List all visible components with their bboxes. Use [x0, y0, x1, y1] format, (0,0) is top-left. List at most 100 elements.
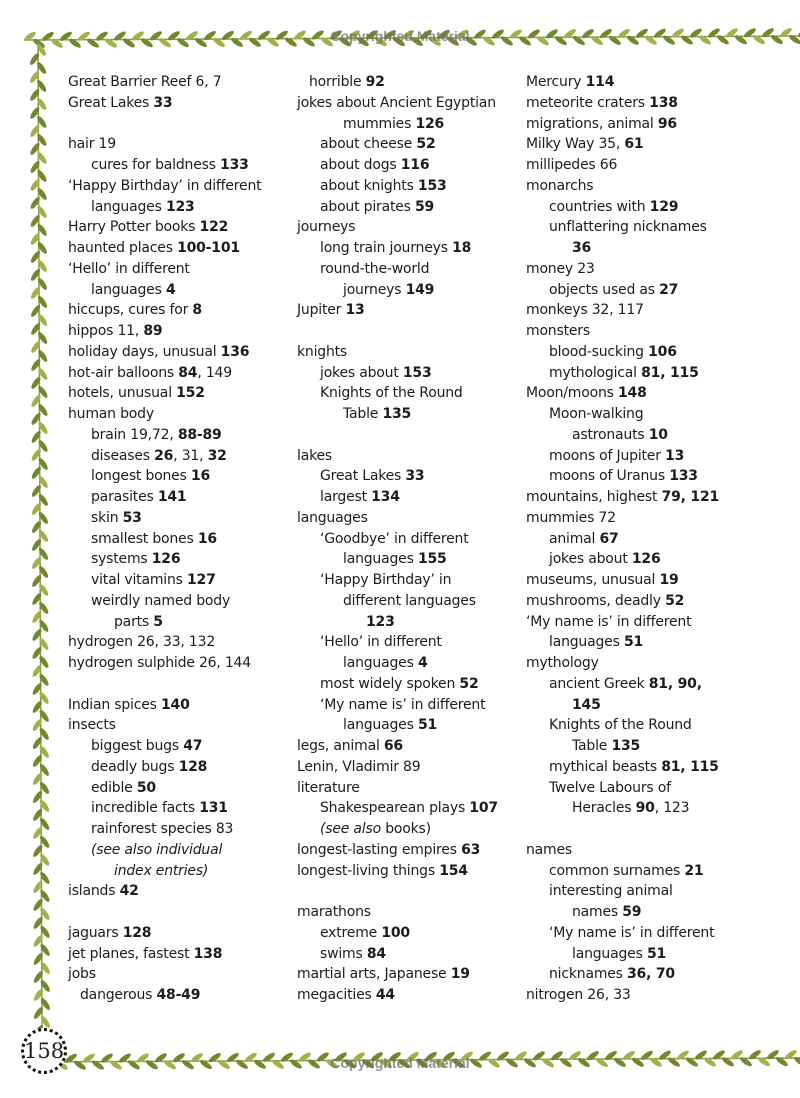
page-ref-bold: 47 — [183, 738, 203, 754]
page-ref-bold: 141 — [157, 489, 187, 505]
leaf-icon — [37, 259, 47, 272]
entry-text: largest — [320, 489, 372, 505]
leaf-icon — [39, 799, 50, 812]
entry-text: names — [526, 841, 572, 858]
index-entry: languages 4 — [297, 653, 527, 674]
entry-text: Heracles — [572, 800, 636, 817]
page-ref-bold: 149 — [405, 281, 435, 298]
leaf-icon — [31, 322, 41, 335]
leaf-icon — [239, 30, 252, 40]
leaf-icon — [40, 817, 50, 830]
index-entry: countries with 129 — [526, 197, 756, 218]
leaf-icon — [595, 1057, 608, 1067]
leaf-icon — [38, 385, 48, 398]
page-ref-bold: 81, 115 — [661, 758, 719, 775]
entry-text: animal — [549, 530, 600, 547]
leaf-icon — [113, 31, 126, 41]
page-ref-bold: 133 — [220, 157, 249, 173]
leaf-icon — [415, 1058, 428, 1068]
leaf-icon — [442, 1051, 455, 1061]
leaf-icon — [460, 1051, 473, 1061]
entry-text: moons of Jupiter — [549, 447, 666, 464]
leaf-icon — [347, 30, 360, 40]
leaf-icon — [33, 790, 43, 803]
entry-text: hair 19 — [68, 136, 116, 153]
page-ref-bold: 138 — [649, 94, 678, 111]
index-entry: longest-lasting empires 63 — [297, 840, 527, 861]
index-entry: meteorite craters 138 — [526, 93, 756, 114]
entry-text: longest-living things — [297, 862, 440, 879]
index-entry: Knights of the Round — [526, 715, 756, 736]
page-ref-bold: 128 — [122, 924, 152, 941]
leaf-icon — [32, 664, 42, 677]
leaf-icon — [541, 1058, 554, 1068]
index-entry: (see also individual — [68, 840, 298, 861]
leaf-icon — [640, 1050, 653, 1060]
index-entry: marathons — [297, 902, 527, 923]
index-entry: skin 53 — [68, 508, 298, 529]
entry-text: parts — [114, 613, 154, 630]
page-ref-bold: 148 — [618, 385, 647, 402]
leaf-icon — [33, 880, 43, 893]
leaf-icon — [761, 28, 774, 38]
entry-text: holiday days, unusual — [68, 343, 221, 360]
entry-text: languages — [297, 509, 368, 526]
leaf-icon — [271, 1059, 284, 1069]
leaf-icon — [284, 37, 297, 47]
leaf-icon — [446, 36, 459, 46]
leaf-icon — [39, 745, 49, 758]
leaf-icon — [158, 38, 171, 48]
leaf-icon — [586, 1051, 599, 1061]
leaf-icon — [31, 394, 41, 407]
leaf-icon — [613, 1057, 626, 1067]
leaf-icon — [194, 38, 207, 48]
leaf-icon — [30, 268, 41, 281]
leaf-icon — [397, 1058, 410, 1069]
index-entry: different languages — [297, 591, 527, 612]
entry-text: about dogs — [320, 157, 401, 173]
index-entry: 145 — [526, 695, 756, 716]
index-entry: largest 134 — [297, 487, 527, 508]
index-entry: ancient Greek 81, 90, — [526, 674, 756, 695]
leaf-icon — [703, 1057, 716, 1067]
leaf-icon — [37, 295, 48, 308]
leaf-icon — [550, 1051, 563, 1061]
page-ref-bold: 53 — [122, 509, 142, 526]
leaf-icon — [784, 1050, 797, 1060]
index-entry: languages 51 — [526, 632, 756, 653]
leaf-icon — [109, 1060, 122, 1070]
leaf-icon — [203, 31, 216, 41]
leaf-icon — [32, 556, 42, 569]
leaf-icon — [482, 36, 495, 46]
leaf-icon — [320, 37, 333, 47]
page-ref-bold: 51 — [646, 945, 667, 962]
entry-text: different languages — [343, 592, 476, 609]
index-spacer — [297, 425, 527, 446]
leaf-icon — [302, 37, 315, 47]
entry-text: smallest bones — [91, 530, 198, 547]
page-ref-bold: 135 — [382, 406, 412, 422]
leaf-icon — [343, 1059, 356, 1069]
index-entry: literature — [297, 778, 527, 799]
page-ref-bold: 19 — [450, 966, 470, 983]
page-ref-bold: 32 — [207, 447, 227, 464]
leaf-icon — [644, 35, 657, 45]
index-entry: Indian spices 140 — [68, 695, 298, 716]
leaf-icon — [33, 898, 43, 911]
entry-text: weirdly named body — [91, 592, 231, 609]
index-entry: mythical beasts 81, 115 — [526, 757, 756, 778]
entry-text: migrations, animal — [526, 115, 658, 132]
leaf-icon — [572, 36, 585, 46]
index-entry: ‘Goodbye’ in different — [297, 529, 527, 550]
leaf-icon — [136, 1053, 149, 1063]
entry-text: journeys — [343, 281, 406, 298]
page-ref-bold: 63 — [461, 841, 481, 858]
entry-text: monarchs — [526, 177, 594, 194]
entry-text: hippos 11, — [68, 323, 144, 339]
leaf-icon — [38, 349, 48, 362]
leaf-icon — [707, 28, 720, 38]
page-ref-bold: 100-101 — [177, 240, 240, 256]
index-spacer — [297, 321, 527, 342]
leaf-icon — [649, 1057, 662, 1067]
leaf-icon — [39, 763, 49, 776]
